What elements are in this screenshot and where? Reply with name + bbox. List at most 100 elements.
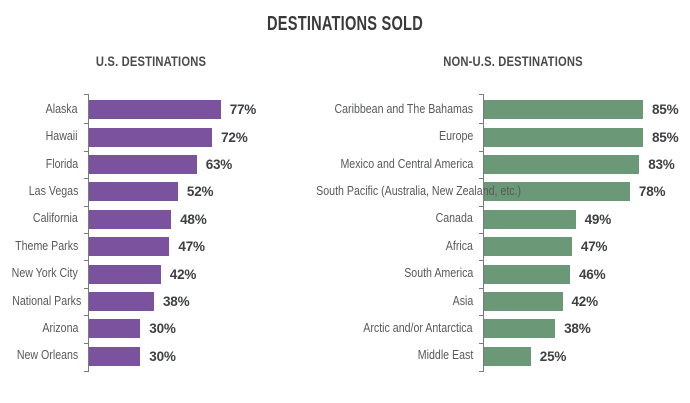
axis-tick — [84, 123, 89, 125]
axis-tick — [479, 287, 484, 289]
axis-tick — [84, 342, 89, 344]
category-label: Mexico and Central America — [340, 156, 473, 171]
chart-row: South America 46% — [280, 260, 690, 287]
bar-track: 77% — [89, 96, 345, 123]
value-label: 77% — [229, 102, 257, 118]
bar-track: 42% — [484, 288, 690, 315]
axis-tick — [479, 94, 484, 95]
us-destinations-subtitle: U.S. DESTINATIONS — [95, 53, 207, 69]
chart-row: Theme Parks 47% — [0, 233, 345, 260]
bar — [484, 237, 572, 257]
chart-row: Canada 49% — [280, 206, 690, 233]
bar — [89, 319, 141, 339]
value-label: 42% — [571, 293, 599, 309]
chart-row: Arizona 30% — [0, 315, 345, 342]
bar-track: 72% — [89, 123, 345, 150]
bar-track: 78% — [484, 178, 690, 205]
bar — [89, 237, 170, 257]
bar — [484, 346, 531, 366]
bar-track: 52% — [89, 178, 345, 205]
chart-row: Florida 63% — [0, 151, 345, 178]
bar-track: 83% — [484, 151, 690, 178]
category-label: South Pacific (Australia, New Zealand, e… — [316, 183, 522, 198]
bar — [484, 182, 630, 202]
bar — [484, 209, 576, 229]
bar-track: 42% — [89, 260, 345, 287]
axis-tick — [84, 371, 89, 372]
category-label: Europe — [438, 129, 473, 144]
axis-tick — [479, 371, 484, 372]
category-label: Arizona — [41, 320, 78, 335]
value-label: 47% — [178, 239, 205, 255]
category-label: California — [33, 211, 78, 226]
chart-row: Hawaii 72% — [0, 123, 345, 150]
value-label: 83% — [648, 156, 675, 172]
category-label: New York City — [11, 266, 78, 281]
bar-track: 30% — [89, 343, 345, 370]
bar-track: 38% — [484, 315, 690, 342]
chart-row: Arctic and/or Antarctica 38% — [280, 315, 690, 342]
axis-tick — [479, 150, 484, 152]
axis-tick — [84, 260, 89, 262]
axis-tick — [479, 233, 484, 234]
value-label: 47% — [580, 239, 608, 255]
bar — [89, 209, 172, 229]
bar-track: 48% — [89, 206, 345, 233]
value-label: 38% — [163, 293, 190, 309]
value-label: 30% — [149, 321, 176, 337]
chart-row: Las Vegas 52% — [0, 178, 345, 205]
bar-track: 47% — [484, 233, 690, 260]
bar — [89, 264, 161, 284]
category-label: Arctic and/or Antarctica — [363, 320, 473, 335]
chart-row: Asia 42% — [280, 288, 690, 315]
bar — [89, 291, 154, 311]
value-label: 78% — [638, 184, 666, 200]
category-label: Florida — [45, 156, 78, 171]
axis-tick — [479, 178, 484, 180]
bar-track: 85% — [484, 96, 690, 123]
axis-tick — [84, 150, 89, 152]
value-label: 46% — [579, 266, 606, 282]
axis-tick — [479, 342, 484, 344]
axis-tick — [84, 94, 89, 95]
category-label: South America — [403, 266, 473, 281]
axis-tick — [84, 233, 89, 234]
value-label: 48% — [180, 211, 207, 227]
chart-row: Mexico and Central America 83% — [280, 151, 690, 178]
bar — [484, 319, 556, 339]
bar — [89, 182, 178, 202]
value-label: 49% — [584, 211, 612, 227]
axis-tick — [84, 178, 89, 180]
chart-row: Middle East 25% — [280, 343, 690, 370]
chart-row: Caribbean and The Bahamas 85% — [280, 96, 690, 123]
chart-row: New Orleans 30% — [0, 343, 345, 370]
bar-track: 47% — [89, 233, 345, 260]
chart-row: National Parks 38% — [0, 288, 345, 315]
bar — [89, 154, 197, 174]
bar-track: 46% — [484, 260, 690, 287]
category-label: Africa — [445, 238, 473, 253]
category-label: Alaska — [46, 101, 78, 116]
bar — [484, 127, 643, 147]
bar-track: 85% — [484, 123, 690, 150]
axis-tick — [479, 123, 484, 125]
category-label: New Orleans — [16, 348, 78, 363]
category-label: Caribbean and The Bahamas — [334, 101, 473, 116]
bar — [89, 346, 141, 366]
us-destinations-chart: Alaska 77% Hawaii 72% Florida 63% Las Vegas 52%… — [0, 94, 345, 372]
bar — [89, 100, 221, 120]
chart-row: New York City 42% — [0, 260, 345, 287]
category-label: Canada — [435, 211, 473, 226]
bar — [484, 154, 640, 174]
non-us-destinations-subtitle: NON-U.S. DESTINATIONS — [443, 53, 583, 69]
bar-track: 38% — [89, 288, 345, 315]
chart-row: Alaska 77% — [0, 96, 345, 123]
category-label: Middle East — [417, 348, 473, 363]
value-label: 52% — [186, 184, 214, 200]
bar-track: 25% — [484, 343, 690, 370]
category-label: Theme Parks — [14, 238, 78, 253]
chart-title: DESTINATIONS SOLD — [267, 13, 423, 35]
axis-tick — [479, 315, 484, 317]
category-label: National Parks — [12, 293, 82, 308]
